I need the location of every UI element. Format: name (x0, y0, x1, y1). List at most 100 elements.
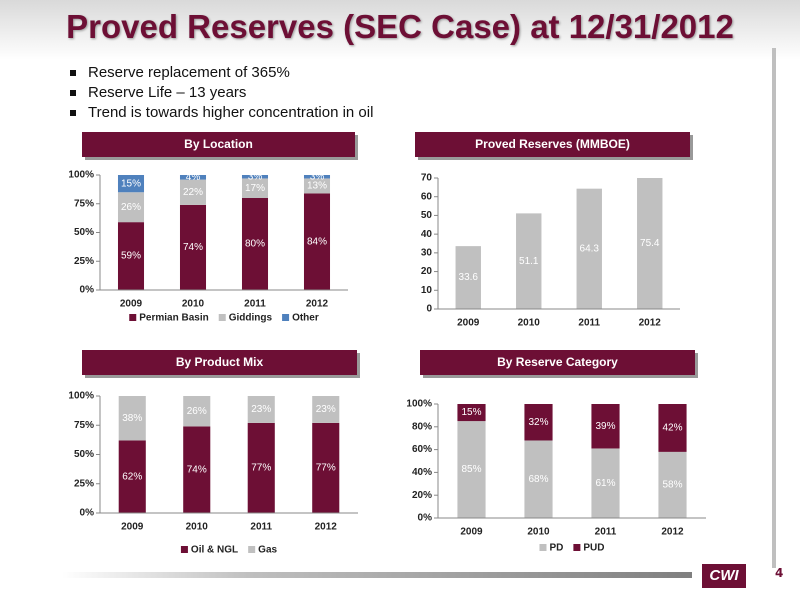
x-tick-label: 2009 (457, 318, 480, 329)
value-label: 13% (307, 181, 327, 192)
value-label: 15% (461, 407, 481, 418)
bar (312, 422, 340, 513)
bar (658, 404, 687, 452)
legend-label: Giddings (229, 313, 273, 324)
bar (241, 198, 269, 290)
value-label: 80% (245, 239, 265, 250)
legend-label: Gas (258, 545, 277, 556)
value-label: 26% (121, 202, 141, 213)
chart-title: Proved Reserves (MMBOE) (475, 137, 630, 151)
bar (117, 192, 145, 223)
value-label: 3% (248, 171, 263, 182)
legend-swatch (573, 544, 581, 551)
bar (591, 404, 620, 449)
y-tick-label: 60 (421, 191, 433, 202)
chart: By Location 0% 25% 50% 75% 100% 59% 26% 15% 74% 22… (68, 132, 358, 324)
bar (179, 179, 207, 205)
value-labels: 33.6 51.1 64.3 75.4 (459, 238, 660, 283)
bullet: Trend is towards higher concentration in… (68, 103, 373, 123)
chart-title: By Location (184, 137, 253, 151)
y-tick-label: 50% (74, 449, 94, 460)
chart: By Product Mix 0% 25% 50% 75% 100% 62% 38% 74% 26… (68, 350, 360, 556)
value-labels: 59%26%15%74%22%4%80%17%3%84%13%3% (121, 171, 327, 261)
x-tick-label: 2010 (527, 527, 550, 538)
footer-bar (62, 572, 692, 578)
bars (118, 396, 340, 513)
y-tick-label: 40 (421, 229, 433, 240)
value-label: 26% (187, 406, 207, 417)
x-tick-label: 2011 (250, 522, 272, 533)
chart-header (82, 350, 357, 375)
bar (576, 188, 602, 309)
legend: PD PUD (539, 543, 605, 554)
x-tick-label: 2009 (120, 299, 143, 310)
bar (247, 422, 275, 513)
legend-label: Permian Basin (139, 313, 208, 324)
value-label: 32% (528, 417, 548, 428)
value-label: 33.6 (459, 272, 479, 283)
y-tick-label: 75% (74, 420, 94, 431)
y-tick-label: 100% (68, 391, 94, 402)
page-number: 4 (775, 566, 784, 580)
y-tick-label: 25% (74, 256, 94, 267)
y-tick-label: 50% (74, 227, 94, 238)
chart: Proved Reserves (MMBOE) 0 10 20 30 40 50 60 70 33… (415, 132, 693, 329)
bars (457, 404, 687, 518)
x-tick-label: 2012 (306, 299, 329, 310)
y-tick-label: 0% (80, 508, 95, 519)
bullet: Reserve replacement of 365% (68, 63, 373, 83)
value-label: 15% (121, 178, 141, 189)
y-tick-label: 25% (74, 478, 94, 489)
chart-header (82, 132, 355, 157)
y-tick-label: 40% (412, 467, 432, 478)
y-tick-label: 60% (412, 444, 432, 455)
value-labels: 85% 15% 68% 32% 61% 39% 58% 42% (461, 407, 682, 490)
bar (457, 404, 486, 422)
value-label: 39% (595, 421, 615, 432)
legend-swatch (282, 314, 290, 321)
y-tick-label: 0% (80, 285, 95, 296)
chart-header (420, 350, 695, 375)
x-tick-label: 2009 (460, 527, 483, 538)
bar (117, 222, 145, 290)
bars (117, 175, 331, 290)
x-tick-label: 2011 (244, 299, 266, 310)
value-label: 64.3 (580, 243, 600, 254)
x-tick-label: 2010 (182, 299, 205, 310)
y-tick-label: 20 (421, 266, 433, 277)
chart-title: By Product Mix (176, 355, 264, 369)
value-label: 38% (122, 413, 142, 424)
value-label: 4% (186, 172, 201, 183)
chart: By Reserve Category 0% 20% 40% 60% 80% 100% 85%… (406, 350, 706, 554)
bar (516, 213, 542, 309)
x-tick-label: 2010 (518, 318, 541, 329)
bar (183, 396, 211, 427)
bullet-list: Reserve replacement of 365% Reserve Life… (68, 63, 373, 123)
bar (241, 175, 269, 179)
value-label: 85% (461, 464, 481, 475)
value-label: 17% (245, 183, 265, 194)
y-tick-label: 0% (418, 513, 433, 524)
x-tick-label: 2012 (315, 522, 338, 533)
value-label: 23% (316, 404, 336, 415)
legend-swatch (218, 314, 226, 321)
y-tick-label: 10 (421, 285, 433, 296)
value-label: 22% (183, 187, 203, 198)
bar (247, 396, 275, 423)
value-label: 61% (595, 478, 615, 489)
y-tick-label: 100% (68, 170, 94, 181)
slide-title: Proved Reserves (SEC Case) at 12/31/2012 (66, 8, 734, 45)
y-tick-label: 100% (406, 399, 432, 410)
value-label: 58% (662, 480, 682, 491)
value-label: 77% (316, 463, 336, 474)
x-tick-label: 2011 (595, 527, 617, 538)
bar (524, 404, 553, 441)
chart-title: By Reserve Category (497, 355, 618, 369)
bar (241, 178, 269, 198)
bar (303, 193, 331, 290)
logo: CWI (702, 564, 746, 588)
value-label: 75.4 (640, 238, 660, 249)
bar (658, 451, 687, 518)
bar (303, 178, 331, 194)
value-label: 74% (183, 242, 203, 253)
